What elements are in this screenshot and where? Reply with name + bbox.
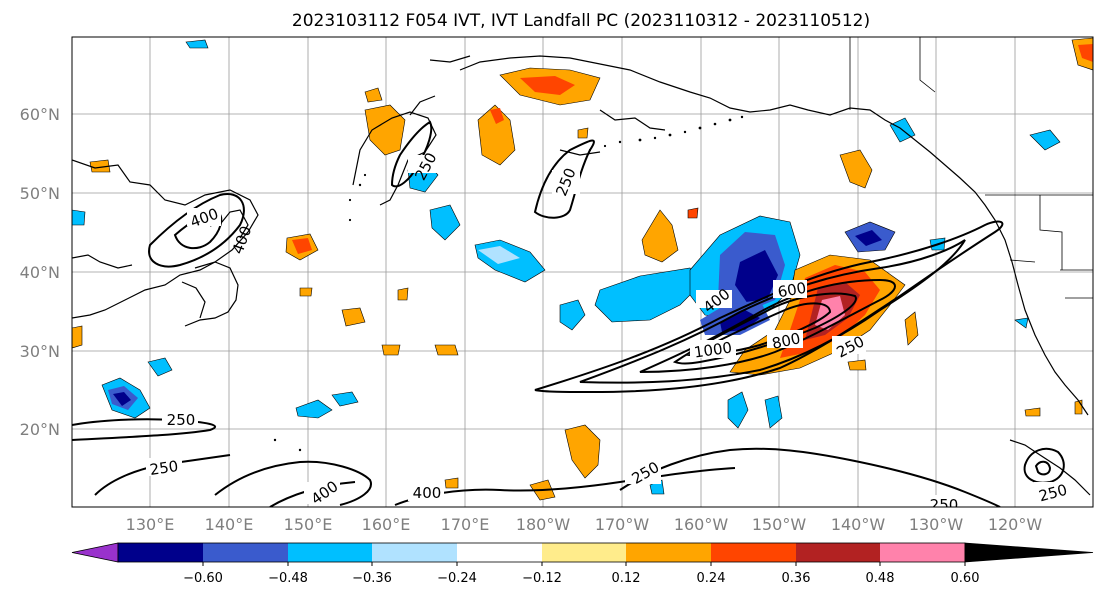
colorbar-bin: [118, 543, 203, 562]
lon-label: 160°E: [362, 515, 411, 534]
colorbar-ticks: [202, 562, 966, 566]
country-borders: [849, 37, 1093, 299]
colorbar-bin: [626, 543, 711, 562]
colorbar-bin: [457, 543, 542, 562]
lon-label: 170°E: [441, 515, 490, 534]
colorbar-tick-label: 0.36: [782, 571, 811, 586]
lat-label: 20°N: [20, 420, 60, 439]
colorbar-tick-label: 0.48: [866, 571, 895, 586]
lon-label: 180°W: [516, 515, 571, 534]
lat-label: 50°N: [20, 184, 60, 203]
contour-label-600: 600: [776, 279, 807, 302]
colorbar-tick-label: −0.48: [268, 571, 308, 586]
contour-label-250: 250: [149, 457, 180, 479]
latitude-labels: 60°N 50°N 40°N 30°N 20°N: [20, 105, 60, 439]
lat-label: 40°N: [20, 263, 60, 282]
ivt-contours: [72, 120, 1065, 507]
contour-labels: 400 400 250 250 600 400 1000 800 250 250: [146, 150, 1072, 514]
colorbar-tick-label: −0.60: [183, 571, 223, 586]
lon-label: 130°W: [909, 515, 964, 534]
contour-label-400: 400: [413, 484, 442, 502]
colorbar-tick-label: −0.36: [352, 571, 392, 586]
colorbar-bin: [203, 543, 288, 562]
colorbar-tick-label: 0.24: [697, 571, 726, 586]
map-frame: [71, 36, 1094, 508]
coastlines: [72, 55, 1091, 496]
colorbar-extend-high: [964, 542, 1094, 563]
lon-label: 140°E: [205, 515, 254, 534]
lon-label: 140°W: [831, 515, 886, 534]
colorbar-bin: [542, 543, 626, 562]
aleutian-islands: [273, 115, 744, 452]
lon-label: 130°E: [126, 515, 175, 534]
contour-label-250: 250: [167, 411, 196, 429]
colorbar-extend-low: [71, 542, 119, 563]
contour-label-800: 800: [770, 329, 802, 353]
lon-label: 150°W: [752, 515, 807, 534]
contour-label-1000: 1000: [693, 338, 733, 361]
colorbar-tick-label: −0.24: [437, 571, 477, 586]
colorbar-bin: [796, 543, 880, 562]
longitude-labels: 130°E 140°E 150°E 160°E 170°E 180°W 170°…: [126, 515, 1043, 534]
colorbar-bin: [288, 543, 372, 562]
colorbar-tick-label: 0.60: [951, 571, 980, 586]
colorbar-bin: [711, 543, 796, 562]
lat-label: 30°N: [20, 342, 60, 361]
contour-label-250: 250: [930, 496, 959, 514]
colorbar-tick-label: 0.12: [612, 571, 641, 586]
colorbar-bin: [880, 543, 965, 562]
lon-label: 150°E: [284, 515, 333, 534]
lon-label: 170°W: [595, 515, 650, 534]
map-title: 2023103112 F054 IVT, IVT Landfall PC (20…: [292, 11, 870, 31]
colorbar: −0.60 −0.48 −0.36 −0.24 −0.12 0.12 0.24 …: [71, 542, 1094, 586]
map-panel: 400 400 250 250 600 400 1000 800 250 250: [71, 36, 1094, 514]
lon-label: 160°W: [674, 515, 729, 534]
colorbar-bin: [372, 543, 457, 562]
lon-label: 120°W: [988, 515, 1043, 534]
colorbar-tick-label: −0.12: [522, 571, 562, 586]
lat-label: 60°N: [20, 105, 60, 124]
